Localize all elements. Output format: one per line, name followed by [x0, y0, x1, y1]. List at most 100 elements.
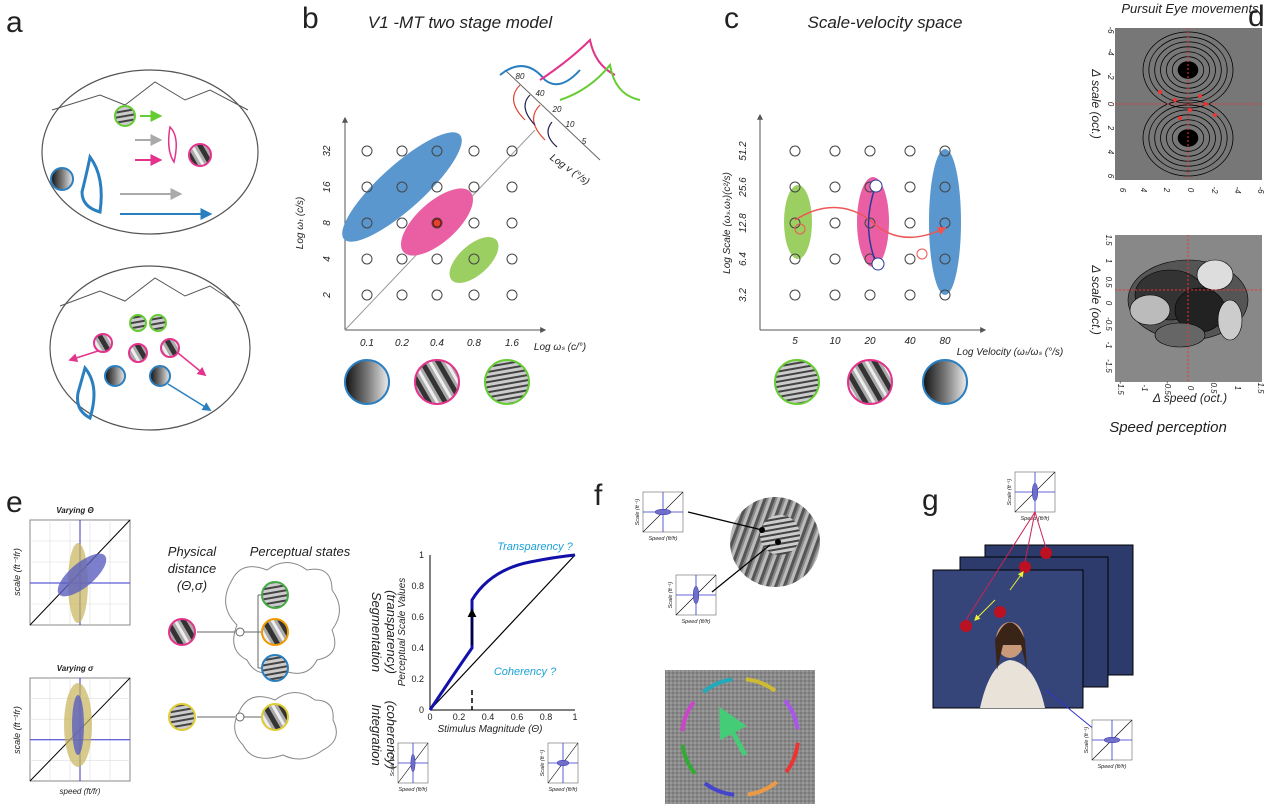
grid-node [829, 289, 841, 301]
ball [1040, 547, 1052, 559]
grid-node [431, 181, 443, 193]
x-tick-label: 1 [1233, 386, 1242, 390]
aperture-arc [680, 700, 696, 732]
panel-label: d [1248, 0, 1265, 33]
grid-node [396, 217, 408, 229]
leader [1045, 689, 1096, 731]
grid-node [396, 181, 408, 193]
y-tick-label: 0.2 [411, 674, 424, 684]
grid-node [506, 253, 518, 265]
grid-node [468, 181, 480, 193]
inset-y-label: Scale (ft⁻¹) [1007, 478, 1013, 505]
segmentation-label: Segmentation [369, 592, 384, 672]
x-tick-label: 40 [904, 336, 916, 347]
grid-node [361, 217, 373, 229]
grid-node [468, 217, 480, 229]
y-tick-label: 8 [322, 220, 333, 226]
edge-disk [104, 365, 126, 387]
grid-node [431, 253, 443, 265]
y-tick-label: 0.5 [1104, 276, 1113, 288]
minus-node [916, 248, 928, 260]
grid-node [829, 145, 841, 157]
inset-x-label: Speed (ft/fr) [1020, 516, 1049, 522]
grating-disk [114, 105, 136, 127]
contour-region [1196, 259, 1234, 291]
grid-node [789, 181, 801, 193]
data-point [1178, 116, 1182, 120]
x-tick-label: 0.8 [467, 338, 481, 349]
inset-axis-label: Log v (°/s) [548, 152, 592, 187]
plot-title: Varying Θ [56, 506, 94, 515]
grid-node [904, 181, 916, 193]
tuning-ellipse [342, 132, 462, 242]
trajectory [794, 206, 947, 239]
x-tick-label: 4 [1139, 188, 1148, 193]
annotation: Transparency ? [497, 541, 573, 553]
trajectory [867, 184, 877, 264]
y-tick-label: 12.8 [738, 213, 749, 233]
stimulus-disk [484, 359, 530, 405]
arrow [1009, 571, 1024, 591]
x-tick-label: 0.2 [453, 712, 466, 722]
person [980, 660, 1045, 708]
y-axis-label: scale (ft⁻¹fr) [12, 706, 22, 754]
inset-y-label: Scale (ft⁻¹) [1084, 726, 1090, 753]
y-axis-label: Perceptual Scale Values [397, 578, 408, 687]
inset-ellipse [654, 508, 672, 516]
ball [960, 620, 972, 632]
leader [965, 511, 1036, 621]
inset-x-label: Speed (ft/fr) [398, 787, 427, 793]
perceptual-label: Perceptual states [250, 544, 351, 559]
y-tick-label: 0 [1104, 301, 1113, 306]
grid-node [789, 145, 801, 157]
y-tick-label: -0.5 [1104, 317, 1113, 331]
tuning-curve [559, 62, 641, 101]
grid-node [506, 217, 518, 229]
leader [1034, 511, 1047, 549]
inset-y-label: Scale (ft⁻¹) [390, 749, 396, 776]
leader-dot [775, 539, 781, 545]
grid-node [939, 253, 951, 265]
data-point [1203, 102, 1207, 106]
panel-title: V1 -MT two stage model [368, 13, 553, 32]
x-axis-label: Stimulus Magnitude (Θ) [437, 724, 542, 735]
x-tick-label: 0.8 [540, 712, 553, 722]
y-axis-label: scale (ft⁻¹fr) [12, 548, 22, 596]
inset-ellipse [1031, 482, 1039, 502]
arrow [68, 350, 99, 363]
x-tick-label: -1.5 [1116, 381, 1125, 395]
grid-node [468, 145, 480, 157]
y-tick-label: 0 [419, 705, 424, 715]
panel-label: e [6, 486, 23, 519]
noise-stimulus [665, 670, 815, 804]
inset-x-label: Speed (ft/fr) [548, 787, 577, 793]
ellipse [72, 695, 84, 755]
aperture-arc [747, 780, 778, 797]
plot-title: Varying σ [57, 664, 94, 673]
state-disk [261, 703, 289, 731]
physical-label: distance [168, 561, 216, 576]
integration-label: Integration [369, 704, 384, 765]
grid-node [829, 217, 841, 229]
grid-node [904, 253, 916, 265]
x-tick-label: 0.6 [511, 712, 524, 722]
grid-node [829, 181, 841, 193]
x-tick-label: -2 [1210, 186, 1219, 194]
cloud [225, 562, 340, 674]
segmentation-label: (transparency) [384, 590, 399, 674]
leaf [76, 364, 96, 421]
ellipse [57, 553, 107, 597]
state-disk [261, 618, 289, 646]
inset-tick-label: 80 [516, 72, 525, 81]
stimulus-disk [168, 703, 196, 731]
data-point [1173, 98, 1177, 102]
aperture-arc [745, 677, 777, 693]
x-axis-label: speed (ft/fr) [60, 787, 101, 796]
contour-region [1217, 299, 1243, 341]
grid-node [361, 181, 373, 193]
y-tick-label: -2 [1106, 72, 1115, 80]
y-axis-label: Log Scale (ωₛ.ωₜ)(c²/s) [722, 172, 733, 274]
ball [1019, 561, 1031, 573]
y-tick-label: 4 [1106, 150, 1115, 155]
curve [428, 553, 576, 711]
